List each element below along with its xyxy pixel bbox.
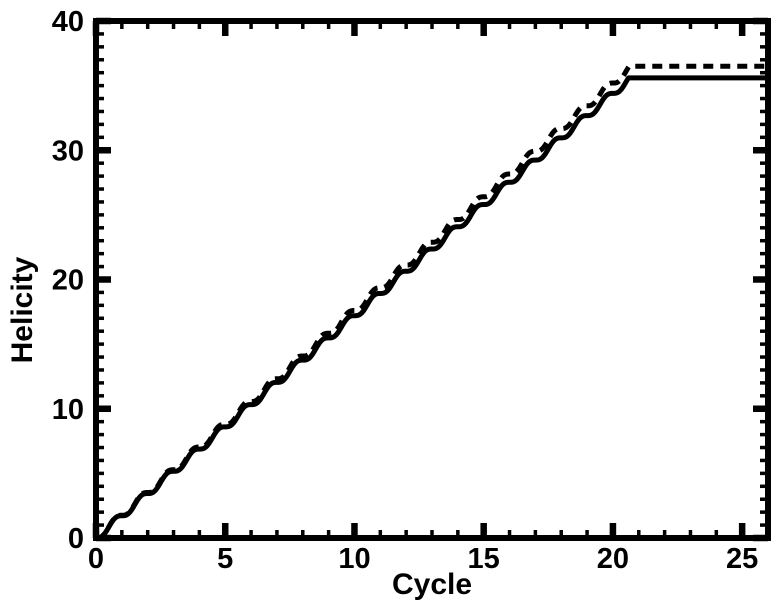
plot-frame	[93, 18, 771, 541]
y-axis-title: Helicity	[6, 256, 39, 363]
x-axis-title: Cycle	[392, 568, 472, 601]
x-tick-label: 5	[217, 543, 233, 575]
x-tick-label: 25	[726, 543, 758, 575]
x-tick-label: 0	[88, 543, 104, 575]
series-solid-line	[94, 75, 770, 541]
x-tick-label: 15	[468, 543, 500, 575]
y-tick-label: 0	[68, 523, 84, 555]
y-tick-label: 20	[52, 265, 84, 297]
y-tick-label: 30	[52, 135, 84, 167]
y-tick-label: 10	[52, 394, 84, 426]
x-tick-label: 20	[597, 543, 629, 575]
x-tick-label: 10	[338, 543, 370, 575]
y-tick-label: 40	[52, 6, 84, 38]
series-dashed-line	[94, 63, 770, 541]
